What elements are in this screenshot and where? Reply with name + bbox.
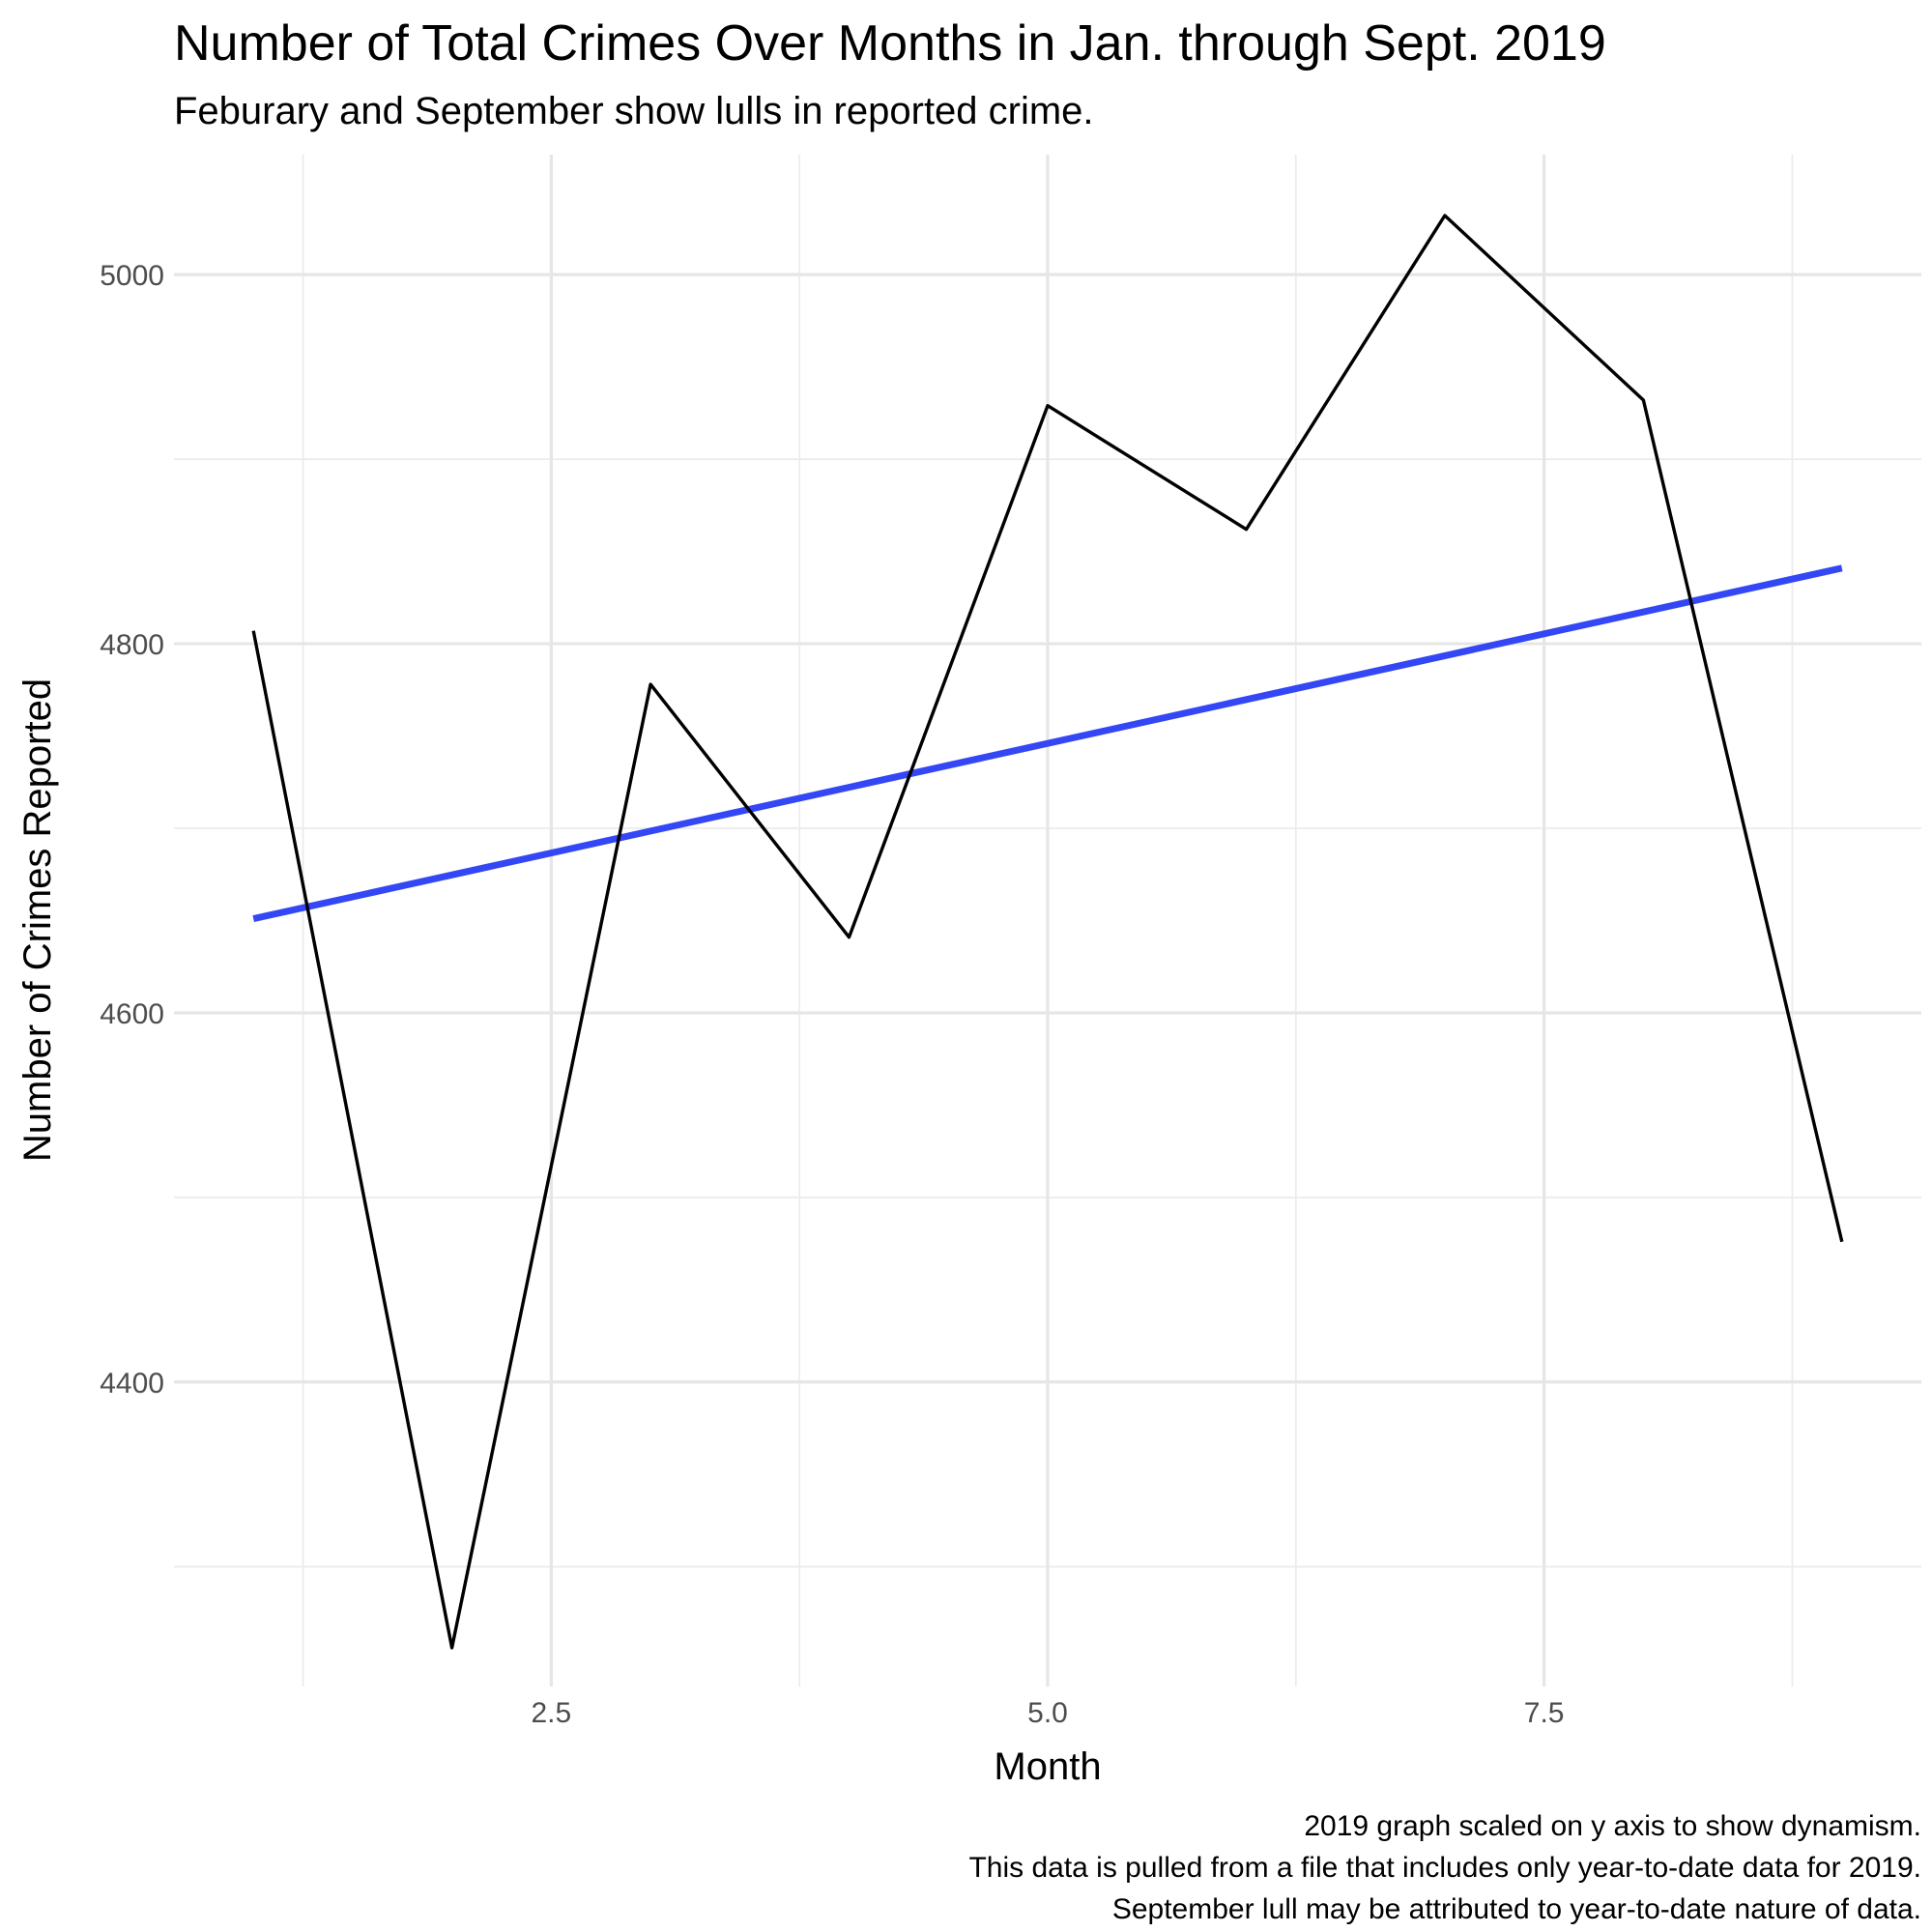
x-tick-label: 5.0 <box>1027 1697 1068 1729</box>
y-tick-label: 4800 <box>100 629 164 661</box>
caption-line-3: September lull may be attributed to year… <box>1112 1893 1921 1925</box>
caption-line-1: 2019 graph scaled on y axis to show dyna… <box>1304 1810 1921 1842</box>
crime-count-line <box>251 214 1844 1650</box>
y-tick-label: 4600 <box>100 998 164 1030</box>
y-axis-title: Number of Crimes Reported <box>16 678 59 1162</box>
series-line-layer <box>251 214 1844 1650</box>
x-axis-title: Month <box>994 1745 1101 1788</box>
caption-line-2: This data is pulled from a file that inc… <box>968 1852 1921 1884</box>
trend-line-layer <box>252 564 1843 923</box>
x-tick-label: 2.5 <box>532 1697 572 1729</box>
tick-labels: 4400 4600 4800 5000 2.5 5.0 7.5 <box>100 260 1564 1729</box>
y-tick-label: 5000 <box>100 260 164 292</box>
chart-title: Number of Total Crimes Over Months in Ja… <box>174 15 1606 72</box>
chart-subtitle: Feburary and September show lulls in rep… <box>174 90 1094 132</box>
trend-line <box>252 564 1843 923</box>
y-tick-label: 4400 <box>100 1368 164 1399</box>
x-tick-label: 7.5 <box>1524 1697 1565 1729</box>
gridlines <box>174 155 1921 1687</box>
